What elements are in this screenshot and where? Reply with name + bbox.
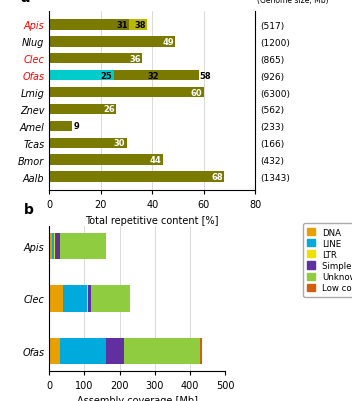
Text: 31: 31 bbox=[116, 21, 128, 30]
Bar bbox=[200, 338, 202, 365]
Text: 68: 68 bbox=[212, 173, 223, 182]
Bar bbox=[49, 87, 204, 98]
Bar bbox=[87, 286, 88, 312]
Bar bbox=[49, 71, 114, 81]
Bar bbox=[54, 233, 55, 259]
Bar bbox=[114, 71, 199, 81]
Text: 25: 25 bbox=[101, 71, 112, 81]
Bar bbox=[129, 20, 147, 30]
Bar bbox=[49, 122, 73, 132]
Bar bbox=[49, 155, 163, 166]
Bar bbox=[52, 233, 54, 259]
Bar bbox=[63, 286, 87, 312]
Bar bbox=[49, 138, 126, 149]
Bar bbox=[91, 286, 130, 312]
Text: 44: 44 bbox=[150, 156, 161, 165]
Text: 32: 32 bbox=[148, 71, 159, 81]
Text: 9: 9 bbox=[74, 122, 80, 131]
Bar bbox=[55, 233, 60, 259]
Bar bbox=[49, 233, 52, 259]
Text: 38: 38 bbox=[134, 21, 146, 30]
X-axis label: Assembly coverage [Mb]: Assembly coverage [Mb] bbox=[77, 395, 198, 401]
Bar bbox=[49, 54, 142, 64]
Bar bbox=[49, 338, 60, 365]
Text: (Genome size, Mb): (Genome size, Mb) bbox=[257, 0, 329, 5]
Legend: DNA, LINE, LTR, Simple repeat, Unknown, Low complexity: DNA, LINE, LTR, Simple repeat, Unknown, … bbox=[303, 224, 352, 297]
Bar bbox=[49, 20, 129, 30]
Text: 26: 26 bbox=[103, 105, 115, 114]
Bar bbox=[60, 338, 106, 365]
Bar bbox=[49, 37, 175, 47]
Bar bbox=[49, 172, 224, 182]
Text: 36: 36 bbox=[129, 55, 141, 64]
Bar bbox=[124, 338, 200, 365]
Bar bbox=[49, 104, 116, 115]
Bar bbox=[106, 338, 124, 365]
Bar bbox=[60, 233, 106, 259]
Text: 30: 30 bbox=[114, 139, 125, 148]
Text: 60: 60 bbox=[191, 88, 202, 97]
Bar bbox=[49, 286, 63, 312]
Text: b: b bbox=[24, 203, 34, 217]
Text: 58: 58 bbox=[200, 71, 212, 81]
Text: 49: 49 bbox=[163, 38, 174, 47]
Bar bbox=[88, 286, 91, 312]
Text: a: a bbox=[20, 0, 30, 5]
X-axis label: Total repetitive content [%]: Total repetitive content [%] bbox=[86, 215, 219, 225]
